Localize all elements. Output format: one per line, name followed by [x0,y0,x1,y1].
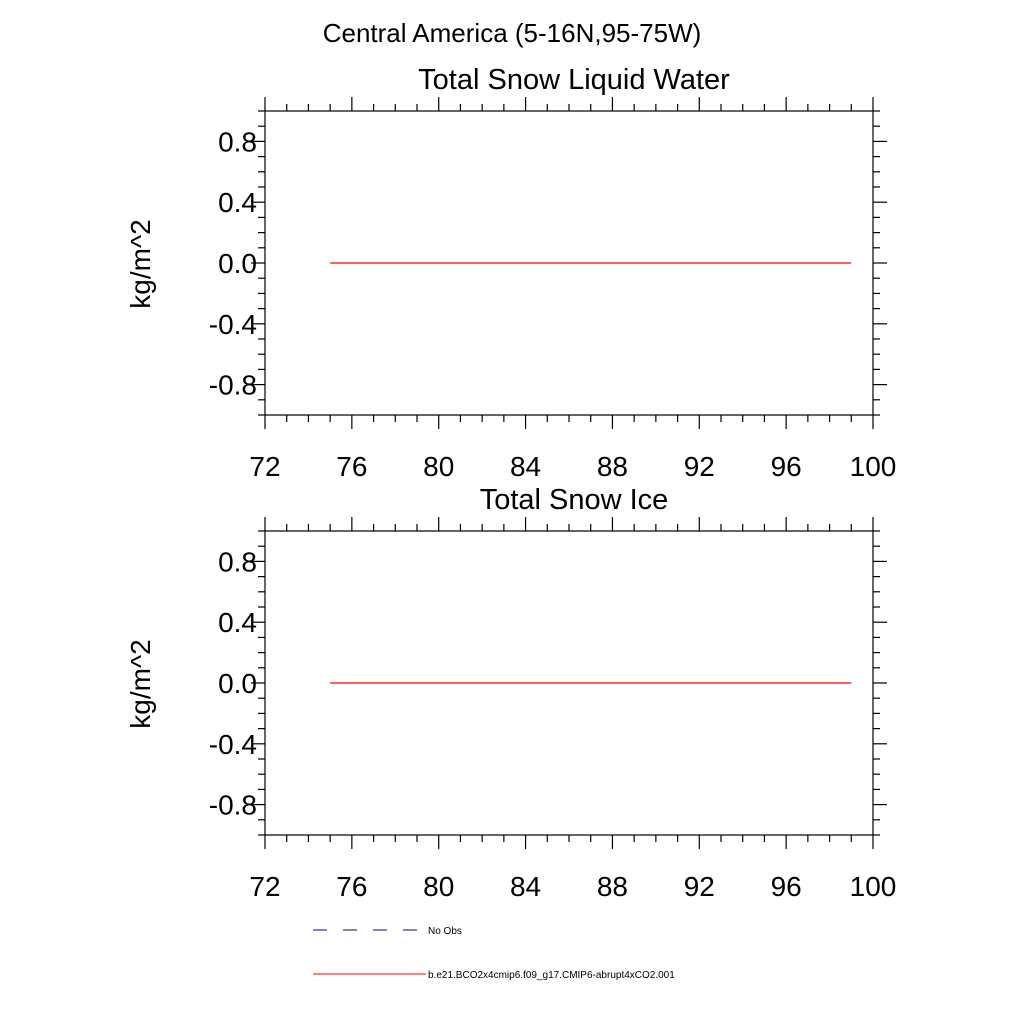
x-tick-label: 84 [510,871,541,902]
y-tick-label: 0.4 [218,607,257,638]
x-tick-label: 80 [423,451,454,482]
x-tick-label: 88 [597,451,628,482]
chart-panel-2: Total Snow Ice 72 76 80 84 88 92 96 100 0.8 0.4 0.0… [125,484,896,902]
legend-model-label: b.e21.BCO2x4cmip6.f09_g17.CMIP6-abrupt4x… [428,970,675,981]
x-tick-label: 92 [684,871,715,902]
y-tick-label: 0.0 [218,668,257,699]
legend-obs-label: No Obs [428,926,462,937]
y-tick-label: -0.4 [209,729,257,760]
x-tick-label: 88 [597,871,628,902]
y-tick-label: -0.8 [209,790,257,821]
y-axis-label: kg/m^2 [125,219,156,308]
x-tick-label: 72 [249,451,280,482]
chart-panel-1: Total Snow Liquid Water 72 76 80 84 88 92 96 100… [125,64,896,482]
y-tick-label: 0.0 [218,248,257,279]
x-tick-label: 84 [510,451,541,482]
y-tick-label: -0.4 [209,309,257,340]
x-tick-label: 76 [336,871,367,902]
x-tick-label: 96 [771,451,802,482]
y-tick-label: 0.4 [218,187,257,218]
legend: No Obs b.e21.BCO2x4cmip6.f09_g17.CMIP6-a… [313,926,675,981]
x-tick-label: 100 [850,871,897,902]
x-tick-label: 92 [684,451,715,482]
figure-title: Central America (5-16N,95-75W) [323,18,702,48]
y-axis-label: kg/m^2 [125,639,156,728]
x-tick-label: 76 [336,451,367,482]
x-tick-label: 72 [249,871,280,902]
x-tick-label: 100 [850,451,897,482]
chart-title: Total Snow Liquid Water [418,64,730,96]
y-tick-label: -0.8 [209,370,257,401]
y-tick-label: 0.8 [218,546,257,577]
x-tick-label: 80 [423,871,454,902]
chart-title: Total Snow Ice [480,484,669,516]
x-tick-label: 96 [771,871,802,902]
y-tick-label: 0.8 [218,126,257,157]
